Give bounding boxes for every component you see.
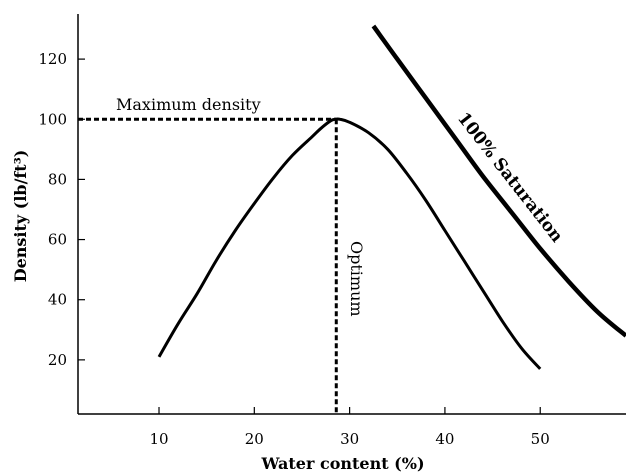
x-axis-title: Water content (%) <box>260 454 424 473</box>
saturation-curve <box>371 24 626 338</box>
x-tick-label: 50 <box>531 430 550 448</box>
x-tick-label: 20 <box>245 430 264 448</box>
x-tick-label: 30 <box>340 430 359 448</box>
saturation-annotation: 100% Saturation <box>453 109 567 247</box>
x-tick-label: 40 <box>435 430 454 448</box>
compaction-curve <box>157 117 542 370</box>
y-tick-label: 60 <box>48 231 67 249</box>
y-tick-label: 40 <box>48 291 67 309</box>
y-tick-label: 120 <box>38 50 67 68</box>
y-tick-label: 20 <box>48 351 67 369</box>
max-density-annotation: Maximum density <box>116 95 261 114</box>
y-tick-label: 80 <box>48 170 67 188</box>
y-tick-label: 100 <box>38 110 67 128</box>
x-tick-label: 10 <box>149 430 168 448</box>
y-axis-title: Density (lb/ft³) <box>11 150 30 283</box>
optimum-annotation: Optimum <box>347 241 366 317</box>
